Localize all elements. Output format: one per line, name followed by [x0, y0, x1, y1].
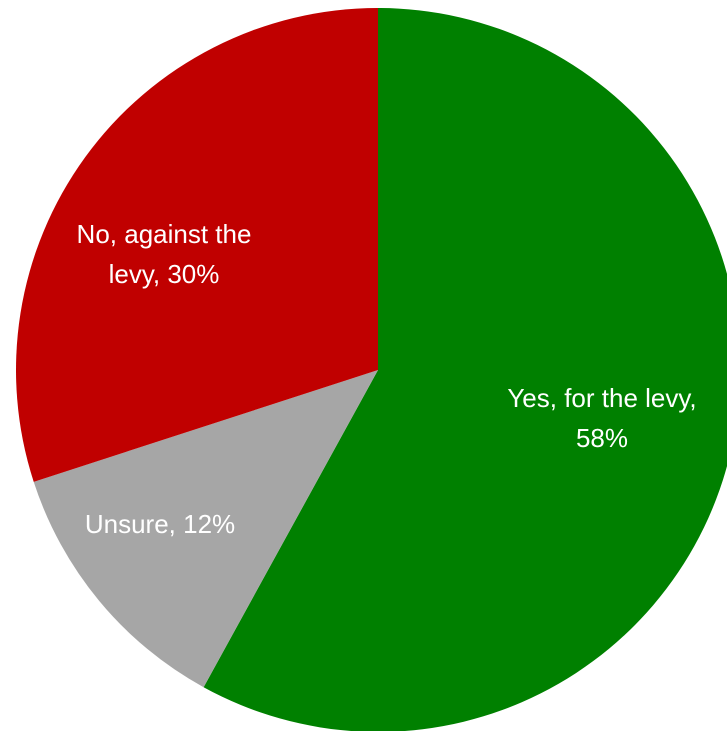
pie-data-label-line: 58% [576, 423, 628, 453]
pie-data-label: Unsure, 12% [85, 509, 235, 539]
pie-slice-no-against-the-levy [16, 8, 378, 482]
pie-data-label-line: Unsure, 12% [85, 509, 235, 539]
pie-data-label: Yes, for the levy, 58% [507, 383, 696, 453]
pie-data-label: No, against the levy, 30% [77, 219, 252, 289]
pie-slice-yes-for-the-levy [203, 8, 727, 731]
pie-labels: Yes, for the levy, 58% Unsure, 12% No, agai… [77, 219, 697, 539]
pie-slices [16, 8, 727, 731]
pie-data-label-line: levy, 30% [109, 259, 220, 289]
pie-data-label-line: No, against the [77, 219, 252, 249]
pie-data-label-line: Yes, for the levy, [507, 383, 696, 413]
pie-slice-unsure [33, 370, 378, 688]
